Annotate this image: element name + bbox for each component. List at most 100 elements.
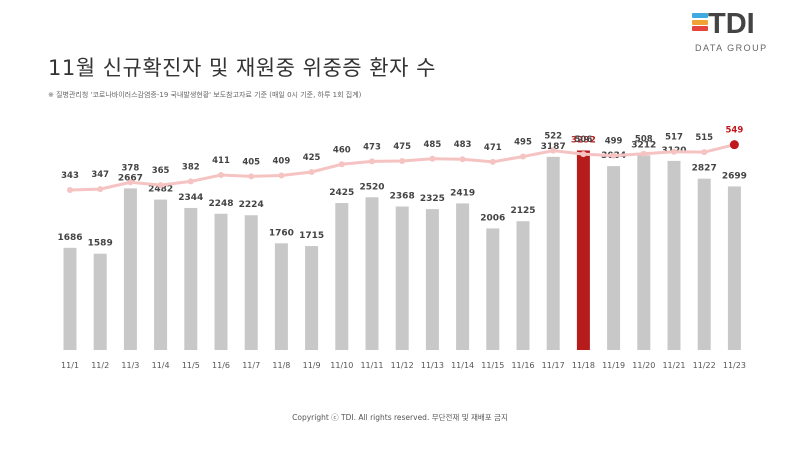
- bar-value-label: 2125: [510, 206, 535, 216]
- line-point-11/1: [67, 187, 73, 193]
- bar-11/20: [637, 155, 651, 350]
- line-point-11/15: [489, 158, 496, 165]
- line-point-11/6: [218, 172, 224, 179]
- line-value-label: 499: [605, 137, 623, 147]
- bar-value-label: 2325: [420, 194, 445, 204]
- line-point-11/7: [248, 173, 255, 180]
- line-point-11/16: [520, 153, 526, 160]
- line-point-11/23: [729, 140, 739, 150]
- line-point-11/13: [429, 155, 436, 162]
- line-value-label: 471: [484, 143, 502, 153]
- line-point-11/4: [157, 182, 164, 189]
- x-tick-label: 11/8: [272, 361, 290, 370]
- line-value-label: 517: [665, 133, 683, 143]
- bar-11/15: [486, 228, 500, 350]
- line-value-label: 522: [544, 132, 562, 142]
- x-tick-label: 11/21: [662, 361, 685, 370]
- line-value-label: 515: [695, 133, 713, 143]
- line-value-label: 425: [303, 153, 321, 163]
- bar-value-label: 2667: [118, 173, 143, 183]
- tdi-logo: TDI DATA GROUP: [692, 8, 792, 58]
- x-tick-label: 11/14: [451, 361, 474, 370]
- bar-value-label: 2224: [239, 200, 264, 210]
- x-tick-label: 11/22: [693, 361, 716, 370]
- line-point-11/10: [338, 161, 345, 168]
- bar-11/1: [63, 247, 77, 350]
- line-point-11/2: [97, 186, 104, 193]
- x-tick-label: 11/7: [242, 361, 260, 370]
- bar-value-label: 1589: [88, 239, 113, 249]
- bar-11/4: [154, 199, 168, 350]
- line-value-label: 411: [212, 156, 230, 166]
- bar-11/13: [425, 209, 439, 350]
- logo-subtitle: DATA GROUP: [695, 43, 768, 53]
- x-tick-label: 11/10: [330, 361, 353, 370]
- logo-mark-icon: [692, 13, 708, 35]
- logo-stripe-red: [692, 26, 708, 31]
- bar-11/21: [667, 160, 681, 350]
- logo-name: TDI: [708, 8, 755, 40]
- bar-value-label: 2827: [692, 164, 717, 174]
- line-point-11/8: [278, 172, 285, 179]
- x-tick-label: 11/4: [152, 361, 170, 370]
- line-value-label: 343: [61, 171, 79, 181]
- bar-11/14: [456, 203, 470, 350]
- line-value-label: 382: [182, 162, 200, 172]
- line-point-11/14: [459, 156, 466, 163]
- bar-value-label: 2006: [480, 213, 505, 223]
- line-point-11/9: [308, 168, 315, 175]
- bar-value-label: 2248: [208, 199, 233, 209]
- bar-11/17: [546, 156, 560, 350]
- bar-value-label: 2419: [450, 188, 475, 198]
- x-tick-label: 11/18: [572, 361, 595, 370]
- line-value-label: 483: [454, 140, 472, 150]
- bar-11/12: [395, 206, 409, 350]
- line-point-11/12: [399, 157, 406, 164]
- bar-value-label: 2368: [390, 191, 415, 201]
- bar-11/22: [697, 178, 711, 350]
- bar-value-label: 1715: [299, 231, 324, 241]
- x-tick-label: 11/5: [182, 361, 200, 370]
- bar-value-label: 2344: [178, 193, 203, 203]
- line-point-11/19: [610, 152, 617, 159]
- x-tick-label: 11/3: [121, 361, 139, 370]
- bar-11/2: [93, 253, 107, 350]
- line-value-label: 365: [152, 166, 170, 176]
- x-tick-label: 11/11: [360, 361, 383, 370]
- x-tick-label: 11/15: [481, 361, 504, 370]
- bar-11/18: [576, 150, 590, 350]
- line-point-11/11: [369, 158, 375, 165]
- line-value-label: 460: [333, 145, 351, 155]
- bar-value-label: 2482: [148, 185, 173, 195]
- line-point-11/22: [701, 149, 708, 156]
- bar-value-label: 1686: [57, 233, 82, 243]
- line-point-11/5: [187, 178, 194, 185]
- bar-11/6: [214, 213, 228, 350]
- bar-11/5: [184, 207, 198, 350]
- line-point-11/20: [640, 150, 647, 157]
- x-tick-label: 11/16: [511, 361, 534, 370]
- bar-11/3: [123, 188, 137, 350]
- line-value-label: 409: [273, 156, 291, 166]
- x-tick-label: 11/23: [723, 361, 746, 370]
- bar-value-label: 2699: [722, 171, 747, 181]
- x-tick-label: 11/9: [303, 361, 321, 370]
- line-value-label: 405: [242, 157, 260, 167]
- line-point-11/18: [580, 151, 587, 158]
- line-point-11/21: [671, 148, 677, 155]
- x-tick-label: 11/20: [632, 361, 655, 370]
- line-value-label: 485: [424, 140, 442, 150]
- bar-11/10: [335, 203, 349, 350]
- x-tick-label: 11/19: [602, 361, 625, 370]
- bar-value-label: 1760: [269, 228, 294, 238]
- line-point-11/3: [127, 179, 134, 186]
- bar-11/9: [305, 246, 319, 350]
- source-note: ※ 질병관리청 '코로나바이러스감염증-19 국내발생현황' 보도참고자료 기준…: [48, 91, 362, 99]
- line-value-label: 506: [575, 135, 593, 145]
- bar-11/7: [244, 215, 258, 350]
- x-tick-label: 11/17: [542, 361, 565, 370]
- line-value-label: 495: [514, 138, 532, 148]
- logo-stripe-blue: [692, 13, 708, 18]
- bar-11/19: [607, 166, 621, 350]
